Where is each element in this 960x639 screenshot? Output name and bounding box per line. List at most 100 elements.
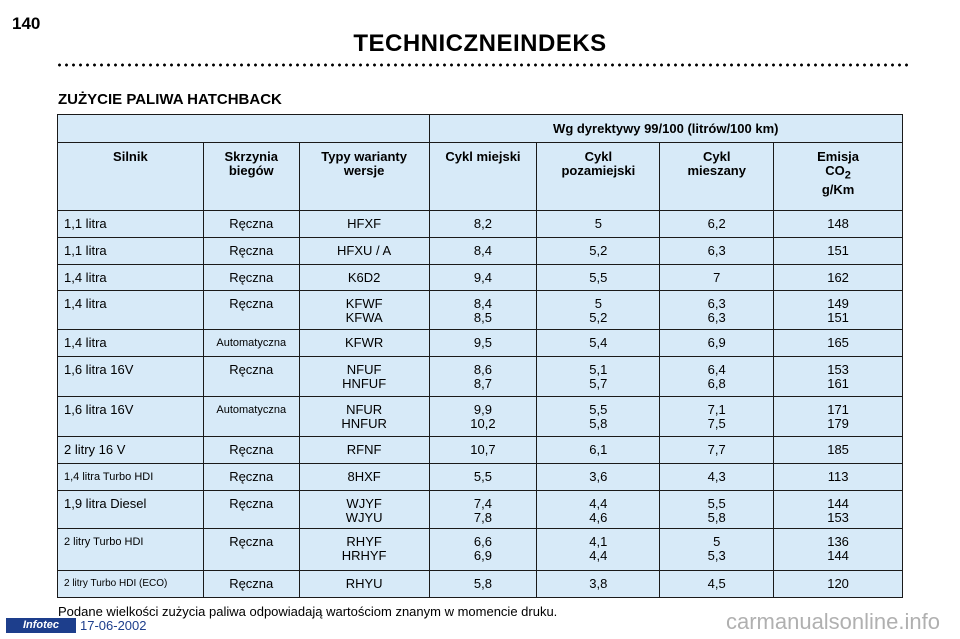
header-variant: Typy warianty wersje xyxy=(298,142,430,211)
cell-engine: 1,1 litra xyxy=(57,237,204,265)
table-row: 2 litry Turbo HDI (ECO) Ręczna RHYU 5,8 3,8 4… xyxy=(57,570,903,598)
cell-gearbox-value: Automatyczna xyxy=(216,337,287,349)
cell-variant-value: RHYU xyxy=(345,576,383,591)
cell-extra-urban: 5,5 xyxy=(536,264,661,291)
header-extra-urban: Cykl pozamiejski xyxy=(536,142,661,211)
cell-extra-urban: 5 xyxy=(536,210,661,238)
cell-combined: 6,9 xyxy=(659,329,775,357)
cell-co2: 148 xyxy=(773,210,903,238)
cell-city-value: 8,6 xyxy=(473,362,492,377)
cell-variant: NFUR HNFUR xyxy=(298,396,430,437)
table-row: 1,1 litra Ręczna HFXU / A 8,4 5,2 6,3 151 xyxy=(57,237,903,265)
cell-extra-urban-value: 4,4 xyxy=(589,548,608,563)
cell-variant: RFNF xyxy=(298,436,430,464)
cell-extra-urban: 6,1 xyxy=(536,436,661,464)
cell-variant-value: KFWA xyxy=(345,310,383,325)
cell-city-value: 5,8 xyxy=(473,576,492,591)
cell-city: 9,5 xyxy=(428,329,538,357)
cell-combined-value: 7,1 xyxy=(707,402,726,417)
cell-extra-urban-value: 6,1 xyxy=(589,442,608,457)
header-engine: Silnik xyxy=(57,142,204,211)
cell-gearbox-value: Ręczna xyxy=(229,362,274,377)
header-emission: Emisja CO2 g/Km xyxy=(773,142,903,211)
cell-engine-value: 2 litry Turbo HDI xyxy=(64,536,144,548)
header-city-line1: Cykl miejski xyxy=(445,149,521,164)
cell-co2: 165 xyxy=(773,329,903,357)
cell-co2: 113 xyxy=(773,463,903,491)
table-row: 1,4 litra Ręczna K6D2 9,4 5,5 7 162 xyxy=(57,264,903,291)
cell-extra-urban-value: 5,4 xyxy=(589,335,608,350)
cell-engine: 1,9 litra Diesel xyxy=(57,490,204,529)
footnote: Podane wielkości zużycia paliwa odpowiad… xyxy=(58,604,558,619)
table-row: 1,1 litra Ręczna HFXF 8,2 5 6,2 148 xyxy=(57,210,903,238)
cell-extra-urban-value: 3,8 xyxy=(589,576,608,591)
cell-city-value: 7,8 xyxy=(473,510,492,525)
cell-gearbox: Ręczna xyxy=(202,290,300,330)
cell-engine-value: 2 litry 16 V xyxy=(64,442,126,457)
empty-header-cell xyxy=(57,114,430,143)
cell-city: 5,5 xyxy=(428,463,538,491)
cell-combined-value: 5 xyxy=(713,534,721,549)
cell-co2: 149 151 xyxy=(773,290,903,330)
cell-extra-urban-value: 5 xyxy=(594,216,602,231)
cell-combined: 6,3 6,3 xyxy=(659,290,775,330)
cell-combined-value: 7,7 xyxy=(707,442,726,457)
cell-extra-urban-value: 5,2 xyxy=(589,310,608,325)
cell-variant-value: HNFUR xyxy=(341,416,387,431)
cell-variant-value: K6D2 xyxy=(347,270,381,285)
cell-extra-urban-value: 5,1 xyxy=(589,362,608,377)
cell-city-value: 10,7 xyxy=(470,442,496,457)
cell-city-value: 8,5 xyxy=(473,310,492,325)
cell-gearbox: Ręczna xyxy=(202,264,300,291)
cell-gearbox: Ręczna xyxy=(202,356,300,397)
cell-city: 8,6 8,7 xyxy=(428,356,538,397)
cell-variant: KFWR xyxy=(298,329,430,357)
cell-gearbox-value: Ręczna xyxy=(229,216,274,231)
table-row: 1,6 litra 16V Ręczna NFUF HNFUF 8,6 8,7 5,1 5,7… xyxy=(57,356,903,397)
table-row: 1,6 litra 16V Automatyczna NFUR HNFUR 9,9 10,… xyxy=(57,396,903,437)
cell-combined-value: 6,8 xyxy=(707,376,726,391)
cell-city: 8,2 xyxy=(428,210,538,238)
cell-engine-value: 1,4 litra xyxy=(64,270,107,285)
cell-engine-value: 1,1 litra xyxy=(64,216,107,231)
cell-co2-value: 113 xyxy=(827,469,849,484)
cell-extra-urban-value: 5,7 xyxy=(589,376,608,391)
cell-extra-urban: 5,4 xyxy=(536,329,661,357)
cell-combined-value: 6,9 xyxy=(707,335,726,350)
header-combined: Cykl mieszany xyxy=(659,142,775,211)
cell-city-value: 8,7 xyxy=(473,376,492,391)
cell-variant-value: NFUR xyxy=(346,402,383,417)
header-engine-text: Silnik xyxy=(113,149,148,164)
cell-co2-value: 148 xyxy=(827,216,849,231)
cell-combined: 5 5,3 xyxy=(659,528,775,571)
cell-variant: K6D2 xyxy=(298,264,430,291)
cell-extra-urban-value: 5 xyxy=(594,296,602,311)
header-gearbox-line1: Skrzynia xyxy=(224,149,278,164)
cell-extra-urban-value: 5,5 xyxy=(589,402,608,417)
cell-variant: NFUF HNFUF xyxy=(298,356,430,397)
table-row: 1,9 litra Diesel Ręczna WJYF WJYU 7,4 7,8 4,4 4… xyxy=(57,490,903,529)
header-variant-line1: Typy warianty xyxy=(321,149,407,164)
cell-co2-value: 120 xyxy=(827,576,849,591)
cell-co2-value: 153 xyxy=(827,362,849,377)
cell-co2-value: 144 xyxy=(827,548,849,563)
cell-gearbox-value: Ręczna xyxy=(229,496,274,511)
cell-gearbox: Automatyczna xyxy=(202,329,300,357)
cell-combined: 4,5 xyxy=(659,570,775,598)
cell-variant: RHYF HRHYF xyxy=(298,528,430,571)
header-combined-line1: Cykl xyxy=(702,149,731,164)
header-emission-subscript: 2 xyxy=(844,169,851,182)
cell-extra-urban: 4,4 4,6 xyxy=(536,490,661,529)
table-row: 2 litry 16 V Ręczna RFNF 10,7 6,1 7,7 185 xyxy=(57,436,903,464)
cell-combined-value: 6,3 xyxy=(707,243,726,258)
table-row: 1,4 litra Automatyczna KFWR 9,5 5,4 6,9 165 xyxy=(57,329,903,357)
cell-engine: 2 litry Turbo HDI (ECO) xyxy=(57,570,204,598)
cell-gearbox: Ręczna xyxy=(202,436,300,464)
cell-engine-value: 1,1 litra xyxy=(64,243,107,258)
cell-co2-value: 179 xyxy=(827,416,849,431)
cell-variant-value: HRHYF xyxy=(341,548,387,563)
cell-variant: HFXF xyxy=(298,210,430,238)
cell-combined: 4,3 xyxy=(659,463,775,491)
cell-co2: 136 144 xyxy=(773,528,903,571)
cell-combined-value: 7,5 xyxy=(707,416,726,431)
